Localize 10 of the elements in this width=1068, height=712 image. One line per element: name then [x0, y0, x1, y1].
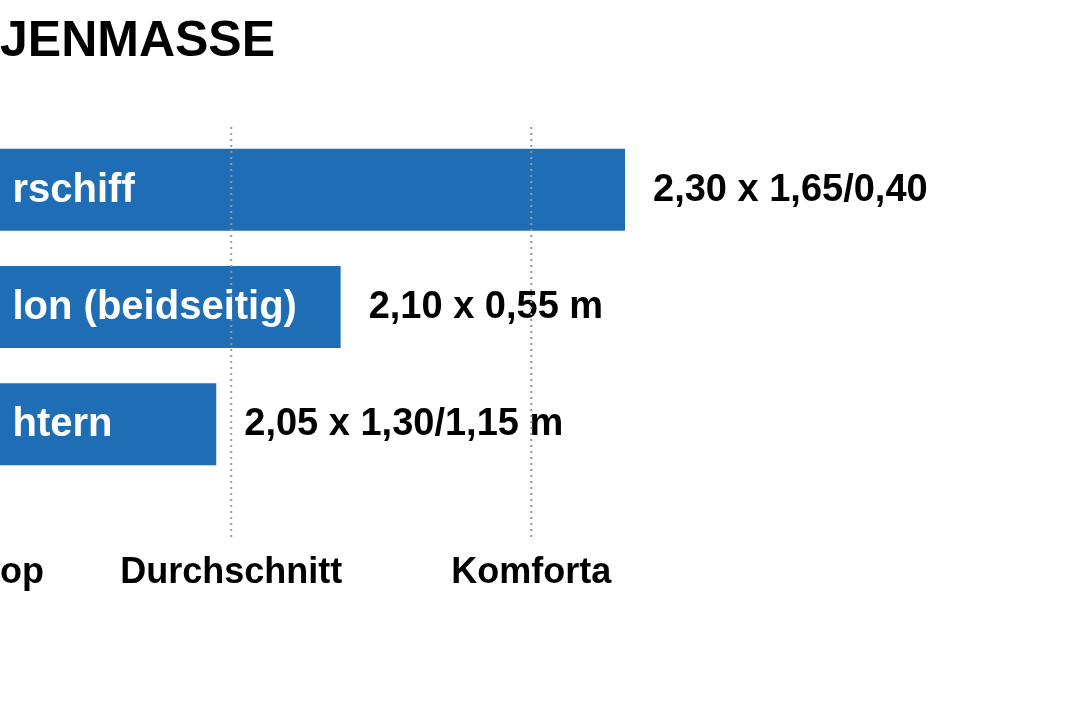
y-tick-label: htern	[12, 400, 113, 445]
text: op	[0, 550, 44, 591]
text: 2,30 x 1,65/0,40	[653, 166, 928, 209]
chart-title: JENMASSE	[0, 11, 276, 67]
ref-line-label: Komforta	[451, 550, 613, 591]
y-tick-label: rschiff	[12, 165, 136, 210]
annotation: 2,05 x 1,30/1,15 m	[244, 401, 564, 444]
annotation: 2,10 x 0,55 m	[368, 284, 604, 326]
ref-line-label: Durchschnitt	[120, 550, 343, 591]
y-tick-label: lon (beidseitig)	[12, 283, 297, 327]
